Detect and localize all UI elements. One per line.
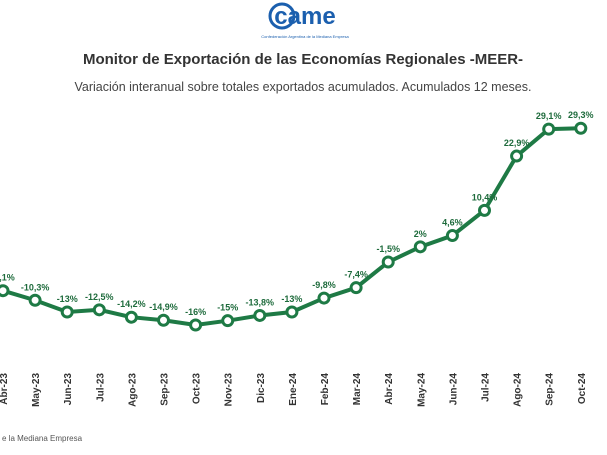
data-label: -1,5%	[376, 244, 400, 254]
marker	[221, 314, 235, 328]
x-tick-label: Ene-24	[288, 373, 299, 406]
logo-mark	[268, 2, 296, 30]
x-tick-label: Nov-23	[224, 373, 235, 407]
x-tick-label: Ago-23	[127, 373, 138, 407]
marker	[445, 229, 459, 243]
data-label: -8,1%	[0, 273, 15, 283]
x-tick-label: May-23	[31, 373, 42, 407]
data-label: 29,3%	[568, 110, 594, 120]
data-label: -13%	[281, 294, 302, 304]
data-label: 10,4%	[472, 192, 498, 202]
marker	[253, 308, 267, 322]
x-tick-label: Feb-24	[320, 373, 331, 406]
data-label: 4,6%	[442, 218, 463, 228]
marker	[510, 149, 524, 163]
chart-subtitle: Variación interanual sobre totales expor…	[75, 80, 532, 94]
x-tick-label: Sep-24	[545, 373, 556, 406]
data-label: 2%	[414, 229, 427, 239]
x-tick-label: Mar-24	[352, 373, 363, 406]
marker	[381, 255, 395, 269]
marker	[0, 284, 10, 298]
data-label: -9,8%	[312, 280, 336, 290]
marker	[92, 303, 106, 317]
x-tick-label: Jun-23	[63, 373, 74, 406]
marker	[317, 291, 331, 305]
data-label: 22,9%	[504, 138, 530, 148]
data-label: -10,3%	[21, 282, 50, 292]
x-tick-label: Jul-23	[95, 373, 106, 402]
data-label: -13%	[57, 294, 78, 304]
logo-tagline: Confederación Argentina de la Mediana Em…	[261, 34, 349, 39]
x-tick-label: Oct-23	[192, 373, 203, 405]
data-label: -16%	[185, 307, 206, 317]
data-label: -13,8%	[246, 297, 275, 307]
x-tick-label: Abr-24	[384, 373, 395, 405]
marker	[124, 310, 138, 324]
data-label: -7,4%	[344, 270, 368, 280]
marker	[478, 203, 491, 217]
marker	[157, 313, 170, 327]
chart-title: Monitor de Exportación de las Economías …	[83, 51, 523, 68]
x-tick-label: Abr-23	[0, 373, 10, 405]
logo: came	[274, 3, 335, 30]
x-tick-label: Oct-24	[577, 373, 588, 405]
x-tick-label: Dic-23	[256, 373, 267, 403]
data-label: -12,5%	[85, 292, 114, 302]
marker	[413, 240, 427, 254]
x-tick-label: Sep-23	[160, 373, 171, 406]
marker	[574, 121, 588, 135]
marker	[542, 122, 556, 136]
data-label: -14,2%	[117, 299, 146, 309]
marker	[189, 318, 203, 332]
x-tick-label: Jul-24	[481, 373, 492, 402]
source: e la Mediana Empresa	[2, 434, 83, 443]
data-label: -14,9%	[149, 302, 178, 312]
data-label: 29,1%	[536, 111, 562, 121]
x-tick-label: May-24	[416, 373, 427, 407]
marker	[285, 305, 299, 319]
data-label: -15%	[217, 303, 238, 313]
x-tick-label: Jun-24	[448, 373, 459, 406]
marker	[349, 281, 363, 295]
marker	[60, 305, 74, 319]
x-tick-label: Ago-24	[513, 373, 524, 407]
marker	[28, 293, 42, 307]
